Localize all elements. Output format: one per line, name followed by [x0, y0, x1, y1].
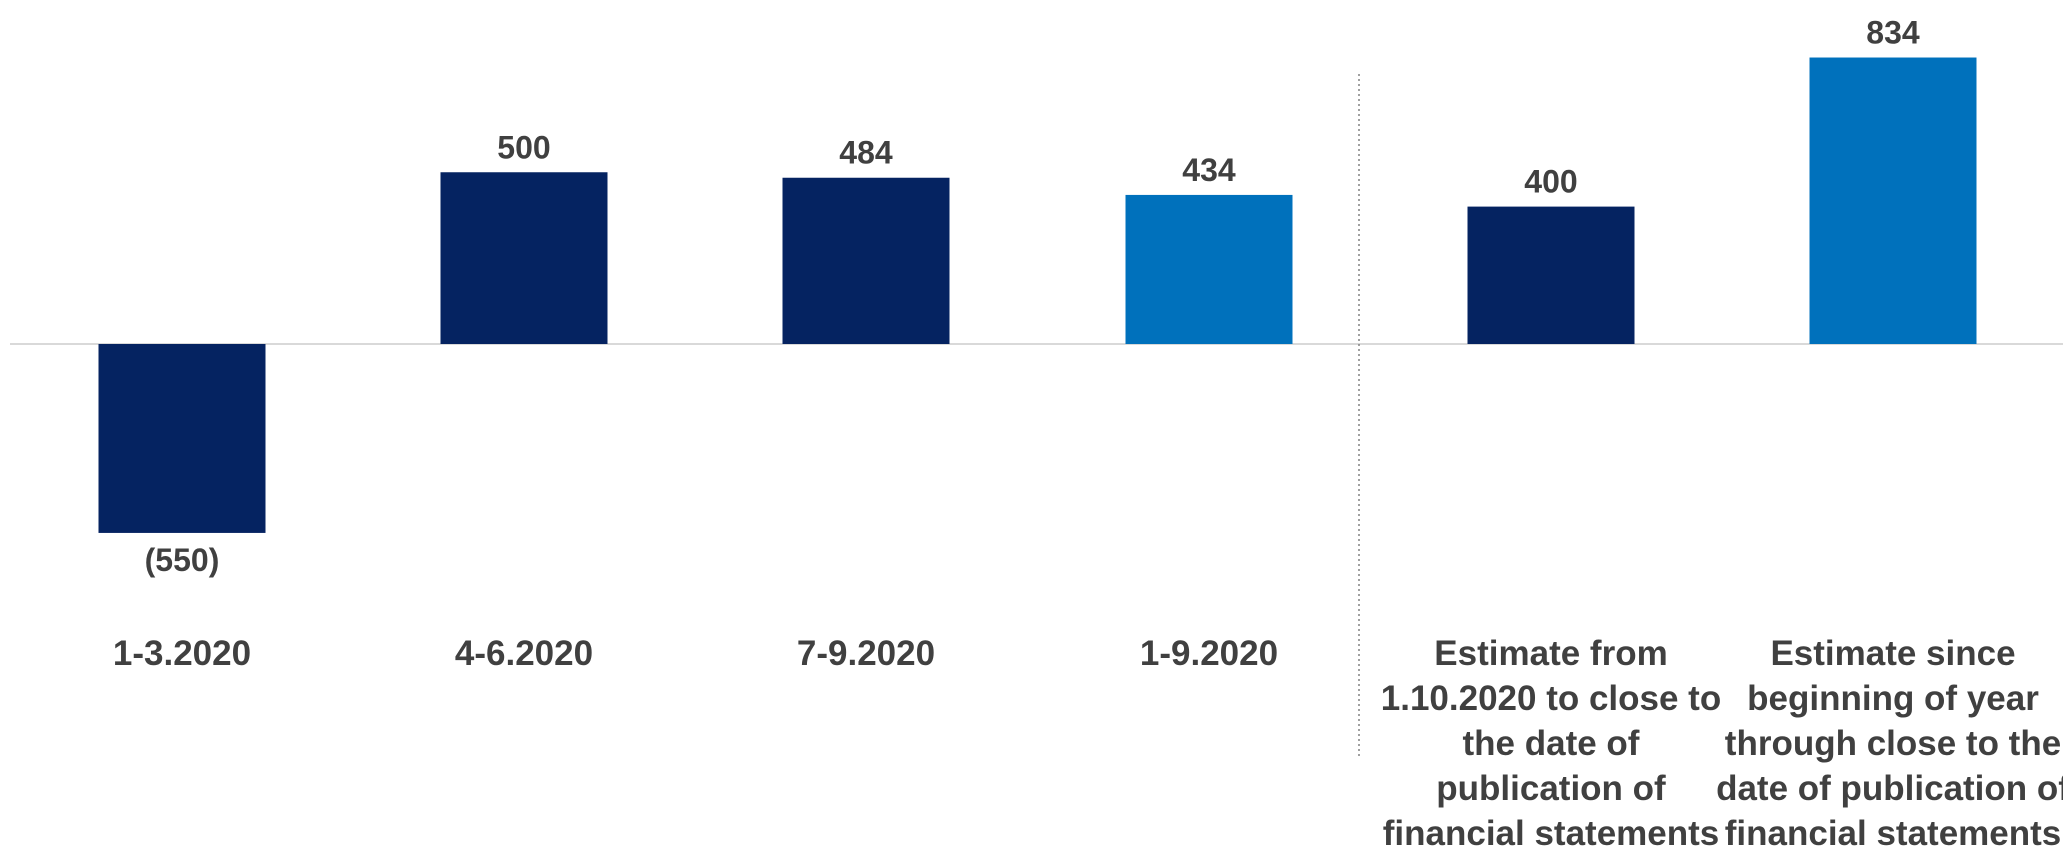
bars-group — [98, 57, 1977, 533]
bar-3 — [782, 177, 950, 344]
value-label-5: 400 — [1524, 164, 1577, 200]
value-label-6: 834 — [1866, 15, 1920, 51]
category-labels-group: 1-3.2020 4-6.2020 7-9.2020 1-9.2020 Estimate… — [113, 634, 2063, 853]
category-label-2: 4-6.2020 — [455, 634, 593, 673]
value-labels-group: (550) 500 484 434 400 834 — [145, 15, 1920, 578]
value-label-4: 434 — [1182, 152, 1236, 188]
bar-2 — [440, 172, 608, 344]
category-label-5: Estimate from 1.10.2020 to close to the da… — [1381, 634, 1721, 853]
category-label-3: 7-9.2020 — [797, 634, 935, 673]
category-label-6: Estimate since beginning of year through c… — [1716, 634, 2063, 853]
bar-1 — [98, 344, 266, 533]
bar-6 — [1809, 57, 1977, 345]
value-label-2: 500 — [497, 129, 550, 165]
category-label-4: 1-9.2020 — [1140, 634, 1278, 673]
bar-4 — [1125, 194, 1293, 344]
value-label-1: (550) — [145, 542, 220, 578]
bar-5 — [1467, 206, 1635, 344]
value-label-3: 484 — [839, 135, 893, 171]
category-label-1: 1-3.2020 — [113, 634, 251, 673]
